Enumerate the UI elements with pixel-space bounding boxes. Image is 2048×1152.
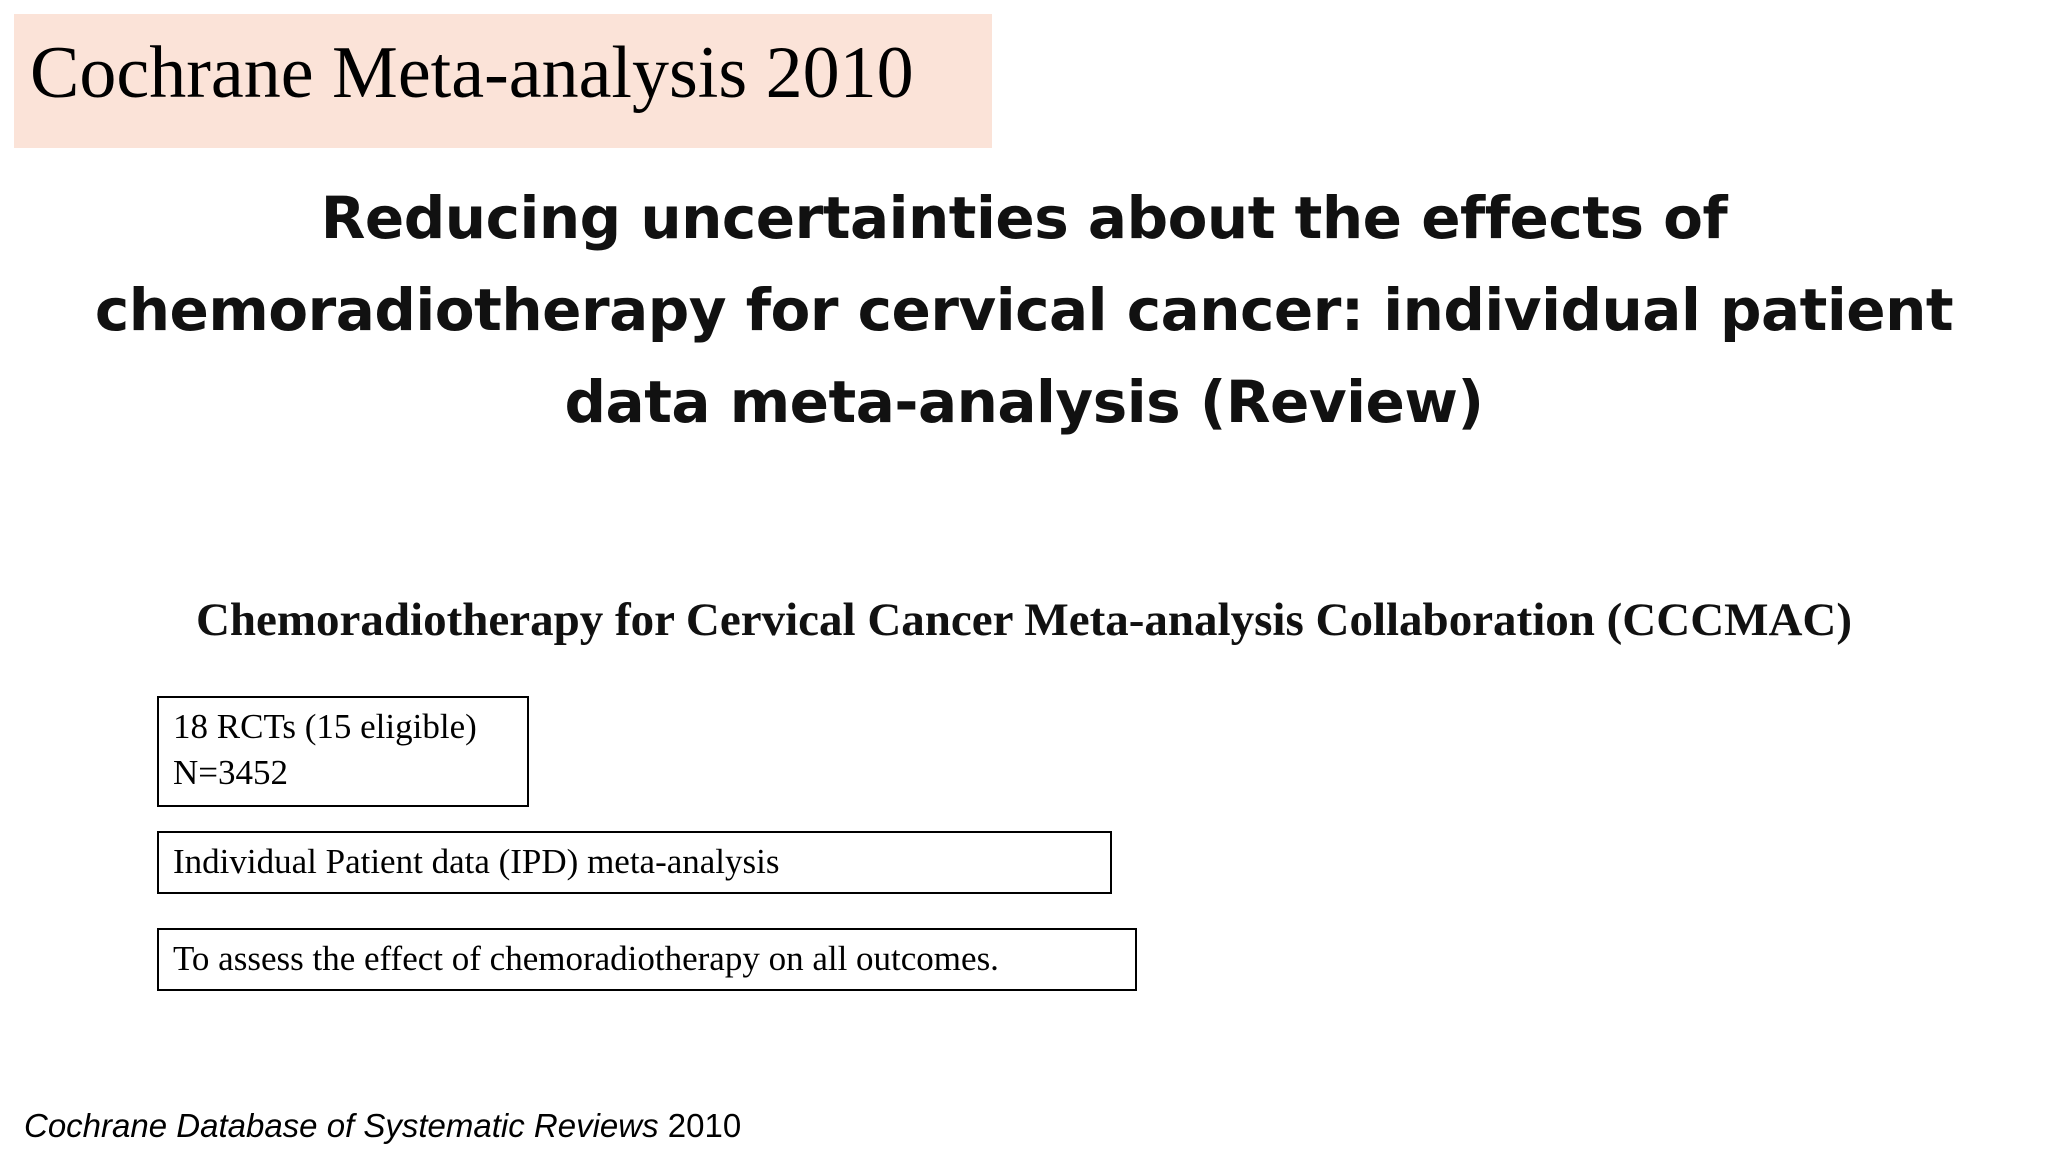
citation-journal: Cochrane Database of Systematic Reviews [24,1107,659,1144]
slide-title: Cochrane Meta-analysis 2010 [30,32,914,114]
citation-year: 2010 [667,1107,742,1144]
review-title-line-2: chemoradiotherapy for cervical cancer: i… [94,276,1954,344]
ipd-box: Individual Patient data (IPD) meta-analy… [157,831,1112,894]
aim-text: To assess the effect of chemoradiotherap… [173,939,999,978]
review-title-line-3: data meta-analysis (Review) [564,368,1484,436]
rcts-count: 18 RCTs (15 eligible) [173,707,477,746]
citation: Cochrane Database of Systematic Reviews … [24,1106,741,1146]
ipd-text: Individual Patient data (IPD) meta-analy… [173,842,780,881]
review-title-line-1: Reducing uncertainties about the effects… [320,184,1728,252]
rcts-box: 18 RCTs (15 eligible) N=3452 [157,696,529,807]
title-banner: Cochrane Meta-analysis 2010 [14,14,992,148]
aim-box: To assess the effect of chemoradiotherap… [157,928,1137,991]
patient-count: N=3452 [173,753,289,792]
review-title: Reducing uncertainties about the effects… [20,172,2028,448]
collaboration-name: Chemoradiotherapy for Cervical Cancer Me… [195,594,1853,646]
